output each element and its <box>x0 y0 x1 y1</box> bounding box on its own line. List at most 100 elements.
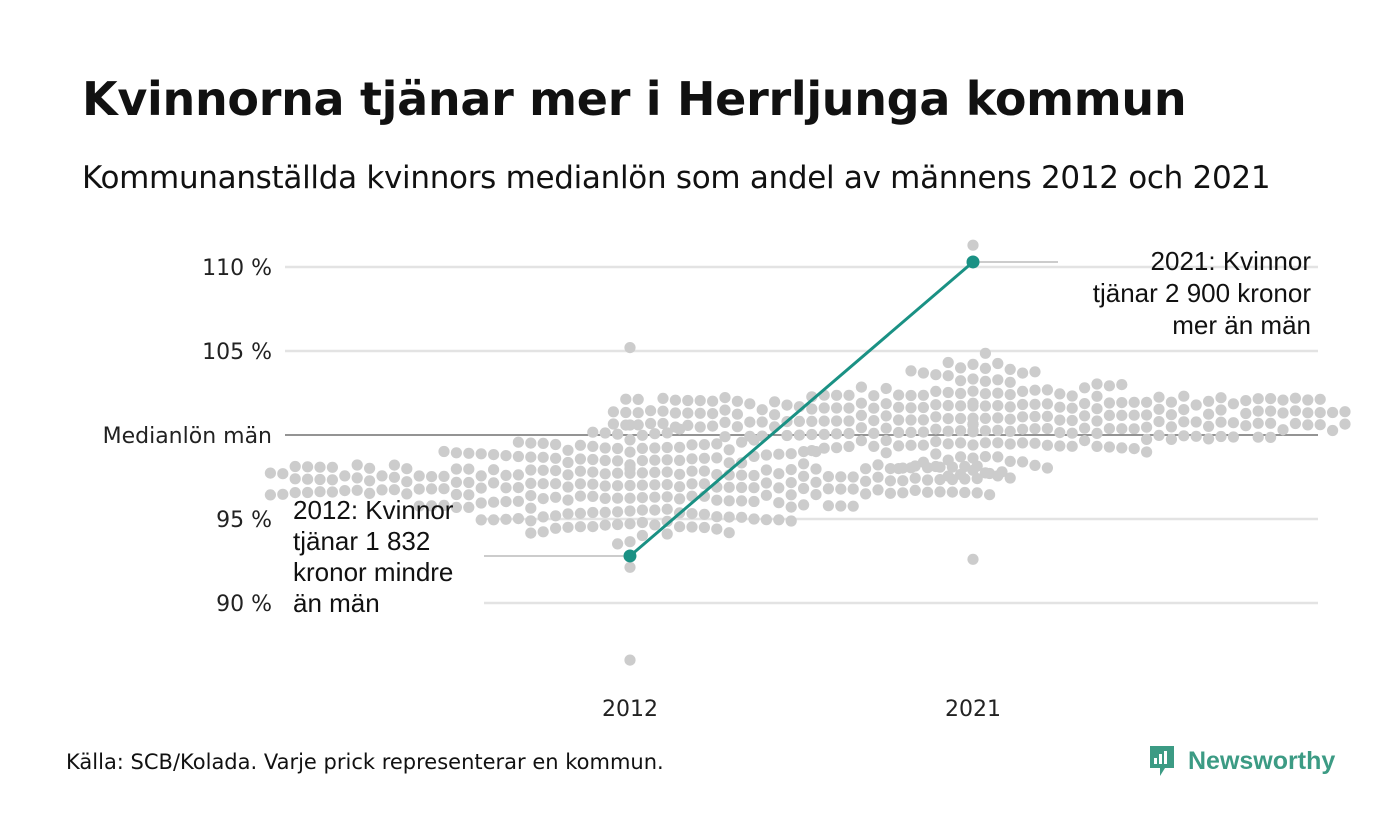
municipality-dot <box>843 402 855 414</box>
municipality-dot <box>769 396 781 408</box>
municipality-dot <box>711 438 723 450</box>
municipality-dot <box>731 421 744 433</box>
municipality-dot <box>1215 430 1227 443</box>
municipality-dot <box>781 399 793 411</box>
municipality-dot <box>1302 407 1314 419</box>
municipality-dot <box>612 455 624 467</box>
municipality-dot <box>893 463 905 475</box>
municipality-dot <box>351 472 363 484</box>
highlight-point-2021 <box>966 255 980 269</box>
municipality-dot <box>760 449 773 461</box>
municipality-dot <box>438 483 450 495</box>
municipality-dot <box>1215 404 1227 416</box>
municipality-dot <box>1103 409 1115 421</box>
municipality-dot <box>1252 393 1264 405</box>
municipality-dot <box>835 471 847 483</box>
municipality-dot <box>930 423 942 435</box>
municipality-dot <box>1029 459 1041 471</box>
municipality-dot <box>326 486 338 498</box>
municipality-dot <box>339 470 351 482</box>
municipality-dot <box>955 362 967 374</box>
municipality-dot <box>607 406 620 418</box>
municipality-dot <box>674 493 686 505</box>
municipality-dot <box>760 514 773 526</box>
municipality-dot <box>1265 405 1277 417</box>
municipality-dot <box>748 482 760 494</box>
municipality-dot <box>512 482 525 494</box>
municipality-dot <box>1004 472 1016 484</box>
municipality-dot <box>277 488 289 500</box>
municipality-dot <box>1289 417 1301 430</box>
municipality-dot <box>992 357 1004 370</box>
municipality-dot <box>1240 420 1252 432</box>
municipality-dot <box>661 528 673 540</box>
municipality-dot <box>450 447 462 459</box>
municipality-dot <box>612 518 624 531</box>
municipality-dot <box>1314 419 1326 431</box>
municipality-dot <box>669 421 682 433</box>
municipality-dot <box>992 374 1004 386</box>
municipality-dot <box>698 465 711 477</box>
municipality-dot <box>562 508 574 520</box>
municipality-dot <box>537 493 549 505</box>
municipality-dot <box>955 437 967 449</box>
municipality-dot <box>781 429 793 442</box>
municipality-dot <box>818 402 830 414</box>
municipality-dot <box>364 475 376 487</box>
municipality-dot <box>930 436 942 448</box>
municipality-dot <box>326 461 338 473</box>
municipality-dot <box>884 475 897 487</box>
municipality-dot <box>1165 433 1177 445</box>
municipality-dot <box>818 442 830 454</box>
y-tick-label: Medianlön män <box>103 424 272 449</box>
brand-name: Newsworthy <box>1188 746 1336 775</box>
municipality-dot <box>612 492 624 504</box>
municipality-dot <box>339 485 351 497</box>
municipality-dot <box>1240 395 1252 407</box>
municipality-dot <box>992 412 1004 424</box>
municipality-dot <box>979 400 992 412</box>
municipality-dot <box>1128 409 1140 421</box>
municipality-dot <box>612 428 624 440</box>
municipality-dot <box>818 415 830 427</box>
municipality-dot <box>1252 431 1264 443</box>
municipality-dot <box>289 460 301 473</box>
municipality-dot <box>723 495 735 507</box>
municipality-dot <box>1153 416 1165 428</box>
municipality-dot <box>624 561 636 573</box>
municipality-dot <box>682 394 694 407</box>
municipality-dot <box>1277 424 1289 436</box>
municipality-dot <box>376 470 388 482</box>
municipality-dot <box>1054 414 1066 426</box>
municipality-dot <box>264 467 276 479</box>
municipality-dot <box>698 508 711 520</box>
municipality-dot <box>810 463 822 475</box>
municipality-dot <box>314 461 326 473</box>
municipality-dot <box>488 477 500 489</box>
highlight-point-2012 <box>623 549 637 563</box>
municipality-dot <box>537 437 549 449</box>
municipality-dot <box>760 489 773 501</box>
municipality-dot <box>798 499 810 511</box>
municipality-dot <box>806 428 818 441</box>
municipality-dot <box>624 505 636 517</box>
municipality-dot <box>1178 430 1190 442</box>
municipality-dot <box>488 449 500 461</box>
municipality-dot <box>620 419 632 431</box>
municipality-dot <box>645 417 657 430</box>
municipality-dot <box>1004 455 1016 467</box>
municipality-dot <box>599 492 611 504</box>
municipality-dot <box>773 514 785 526</box>
municipality-dot <box>686 521 698 533</box>
municipality-dot <box>868 440 880 452</box>
municipality-dot <box>719 416 731 428</box>
municipality-dot <box>1103 423 1115 435</box>
municipality-dot <box>723 444 735 456</box>
municipality-dot <box>525 515 537 527</box>
municipality-dot <box>942 454 954 466</box>
municipality-dot <box>612 506 624 518</box>
highlight-layer <box>623 255 980 563</box>
municipality-dot <box>550 438 562 451</box>
municipality-dot <box>698 521 711 534</box>
municipality-dot <box>984 489 996 501</box>
